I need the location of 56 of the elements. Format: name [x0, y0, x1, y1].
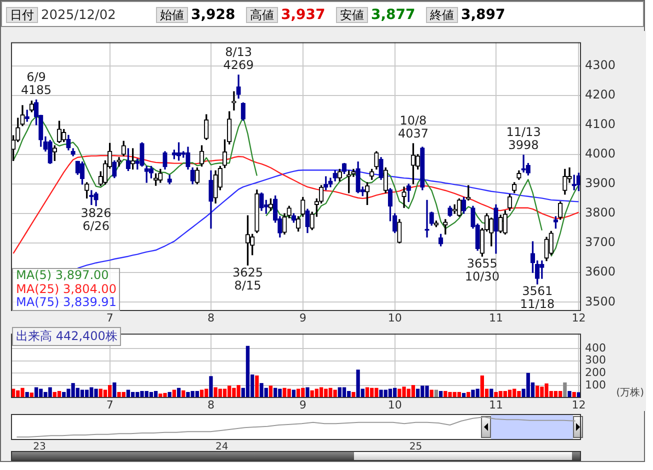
annotation: 3561 11/18: [520, 284, 555, 312]
y-tick-label: 3800: [585, 206, 616, 220]
x-tick-label: 9: [299, 398, 306, 412]
x-tick-label: 12: [572, 311, 586, 324]
y-tick-label: 3600: [585, 264, 616, 279]
bar: [209, 376, 213, 398]
y-tick-label: 300: [585, 354, 606, 367]
y-tick-label: 3900: [585, 176, 616, 190]
annotation: 6/9 4185: [21, 70, 52, 97]
x-tick-label: 9: [299, 311, 306, 324]
text: MA(25) 3,804.00: [16, 282, 116, 296]
bar: [112, 382, 116, 398]
text: 始値 3,928: [159, 7, 236, 23]
y-axis-title: (万株): [616, 386, 644, 399]
candlestick: [402, 186, 406, 208]
x-tick-label: 8: [207, 311, 214, 324]
annotation: 10/8 4037: [398, 114, 428, 141]
x-tick-label: 25: [409, 442, 422, 453]
annotation: 3625 8/15: [232, 265, 264, 292]
y-tick-label: 3700: [585, 235, 616, 250]
x-tick-label: 7: [106, 311, 114, 324]
annotation: 8/13 4269: [223, 45, 254, 72]
y-tick-label: 100: [585, 378, 606, 392]
chart-title: 日付 2025/12/02: [9, 7, 116, 23]
x-tick-label: 7: [106, 398, 114, 412]
bar: [246, 346, 250, 398]
y-tick-label: 200: [585, 366, 606, 380]
x-tick-label: 23: [33, 442, 46, 453]
bar: [352, 392, 356, 398]
text: 終値 3,897: [429, 7, 506, 23]
candlestick: [232, 91, 236, 110]
candlestick: [89, 190, 94, 205]
text: MA(5) 3,897.00: [16, 268, 110, 282]
x-tick-label: 12: [572, 398, 586, 412]
y-tick-label: 400: [585, 341, 606, 354]
x-tick-label: 11: [488, 311, 503, 324]
y-tick-label: 4200: [585, 87, 616, 102]
annotation: 3826 6/26: [80, 206, 112, 233]
text: 高値 3,937: [249, 7, 326, 23]
text: 安値 3,877: [339, 7, 416, 23]
annotation: 3655 10/30: [464, 256, 500, 284]
x-tick-label: 8: [207, 398, 214, 412]
annotation: 11/13 3998: [506, 125, 541, 152]
bar: [255, 376, 259, 398]
y-tick-label: 4000: [585, 146, 616, 161]
y-tick-label: 4300: [585, 58, 616, 72]
y-tick-label: 3500: [585, 294, 616, 308]
text: MA(75) 3,839.91: [16, 295, 116, 310]
bar: [306, 387, 310, 398]
x-tick-label: 10: [388, 311, 402, 324]
chart-title: 出来高 442,400株: [12, 327, 122, 346]
y-tick-label: 4100: [585, 117, 616, 132]
x-tick-label: 10: [388, 398, 402, 412]
x-tick-label: 24: [216, 442, 228, 453]
bar: [568, 390, 572, 398]
x-tick-label: 11: [488, 398, 503, 412]
